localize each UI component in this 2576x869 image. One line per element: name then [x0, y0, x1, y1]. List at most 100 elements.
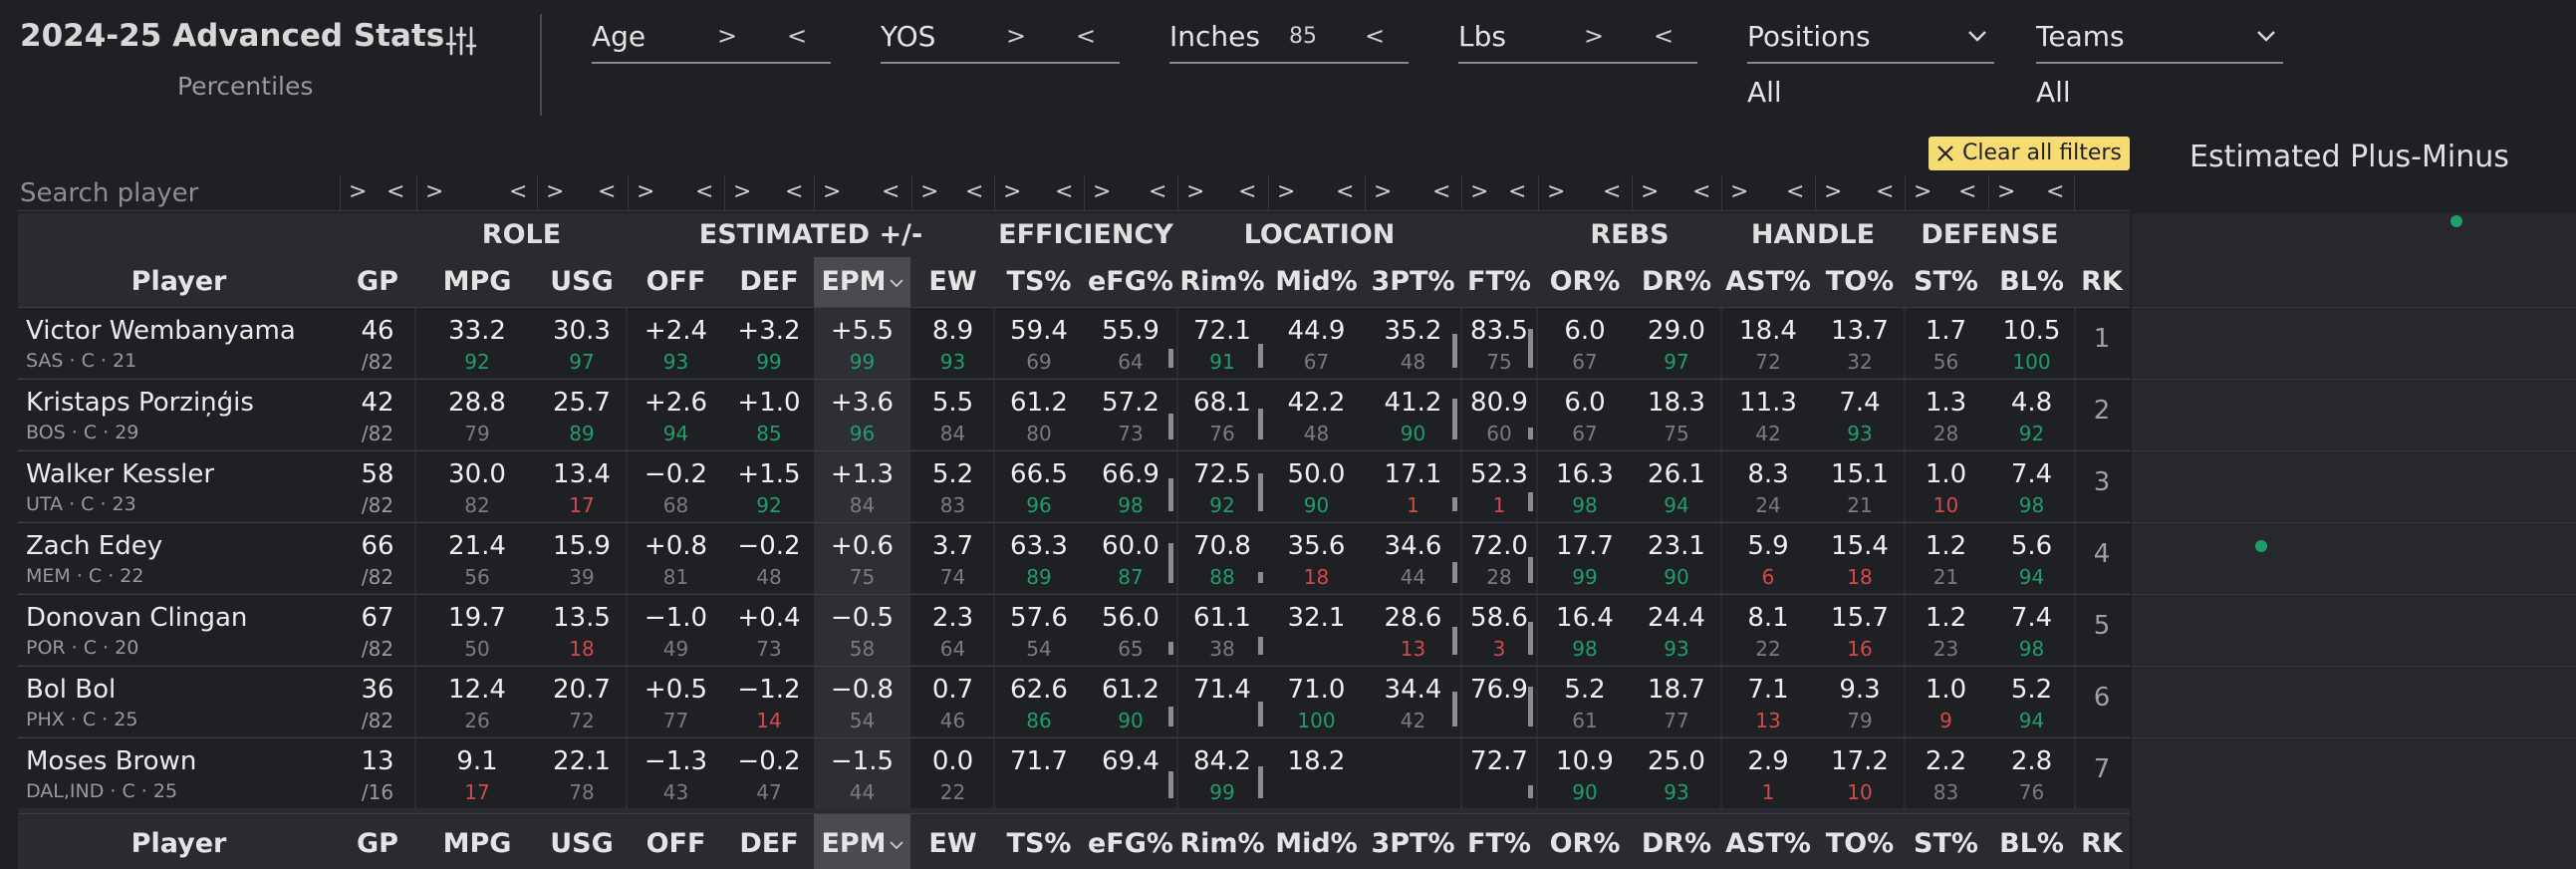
age-filter[interactable]: Age > < [592, 18, 831, 64]
clear-filters-button[interactable]: Clear all filters [1929, 137, 2130, 170]
filter-st-min[interactable]: > [1914, 179, 1932, 204]
filter-bl[interactable]: > < [1988, 175, 2075, 211]
age-min-input[interactable]: > [717, 22, 738, 50]
filter-usg-min[interactable]: > [546, 179, 565, 204]
filter-or-min[interactable]: > [1547, 179, 1566, 204]
footer-epm[interactable]: EPM [814, 814, 910, 869]
filter-to-max[interactable]: < [1876, 179, 1895, 204]
filter-mpg[interactable]: > < [416, 175, 538, 211]
filter-ts[interactable]: > < [994, 175, 1084, 211]
footer-rk[interactable]: RK [2074, 814, 2130, 869]
filter-epm-max[interactable]: < [882, 179, 901, 204]
player-name[interactable]: Walker Kessler [26, 459, 215, 489]
filter-rim-min[interactable]: > [1186, 179, 1205, 204]
header-dr[interactable]: DR% [1632, 257, 1721, 307]
footer-rim[interactable]: Rim% [1177, 814, 1267, 869]
filter-gp[interactable]: > < [340, 175, 415, 211]
filter-ast[interactable]: > < [1721, 175, 1815, 211]
filter-dr-min[interactable]: > [1641, 179, 1660, 204]
table-row[interactable]: Kristaps Porziņģis BOS · C · 29 42/82 28.8 7… [18, 379, 2130, 450]
filter-usg[interactable]: > < [537, 175, 627, 211]
header-ew[interactable]: EW [911, 257, 994, 307]
player-name[interactable]: Kristaps Porziņģis [26, 388, 254, 418]
footer-to[interactable]: TO% [1815, 814, 1905, 869]
filter-rim[interactable]: > < [1177, 175, 1267, 211]
filter-bl-min[interactable]: > [1997, 179, 2016, 204]
filter-ft[interactable]: > < [1461, 175, 1537, 211]
footer-st[interactable]: ST% [1905, 814, 1987, 869]
footer-mpg[interactable]: MPG [416, 814, 538, 869]
footer-efg[interactable]: eFG% [1084, 814, 1177, 869]
table-row[interactable]: Bol Bol PHX · C · 25 36/82 12.4 26 20.7 72 +0.5… [18, 666, 2130, 737]
filter-st-max[interactable]: < [1958, 179, 1977, 204]
filter-3pt-min[interactable]: > [1374, 179, 1393, 204]
lbs-max-input[interactable]: < [1654, 22, 1674, 50]
filter-efg-max[interactable]: < [1149, 179, 1167, 204]
filter-ts-min[interactable]: > [1003, 179, 1022, 204]
footer-def[interactable]: DEF [724, 814, 814, 869]
header-ts[interactable]: TS% [994, 257, 1084, 307]
footer-3pt[interactable]: 3PT% [1365, 814, 1461, 869]
header-usg[interactable]: USG [537, 257, 627, 307]
filter-ft-min[interactable]: > [1470, 179, 1489, 204]
table-row[interactable]: Victor Wembanyama SAS · C · 21 46/82 33.2 92… [18, 307, 2130, 379]
filter-gp-min[interactable]: > [349, 179, 368, 204]
filter-dr[interactable]: > < [1632, 175, 1721, 211]
tune-icon[interactable] [444, 24, 478, 58]
filter-off[interactable]: > < [628, 175, 724, 211]
yos-max-input[interactable]: < [1076, 22, 1097, 50]
footer-ast[interactable]: AST% [1721, 814, 1815, 869]
filter-or-max[interactable]: < [1603, 179, 1622, 204]
player-name[interactable]: Bol Bol [26, 675, 117, 705]
search-player-input[interactable] [20, 175, 329, 211]
filter-mid[interactable]: > < [1268, 175, 1365, 211]
table-row[interactable]: Donovan Clingan POR · C · 20 67/82 19.7 50 13… [18, 594, 2130, 666]
footer-usg[interactable]: USG [537, 814, 627, 869]
header-rim[interactable]: Rim% [1177, 257, 1267, 307]
filter-off-min[interactable]: > [637, 179, 655, 204]
footer-mid[interactable]: Mid% [1268, 814, 1365, 869]
filter-mpg-max[interactable]: < [509, 179, 528, 204]
yos-filter[interactable]: YOS > < [881, 18, 1120, 64]
header-bl[interactable]: BL% [1988, 257, 2075, 307]
player-name[interactable]: Moses Brown [26, 746, 197, 776]
header-efg[interactable]: eFG% [1084, 257, 1177, 307]
filter-rim-max[interactable]: < [1238, 179, 1257, 204]
filter-mid-max[interactable]: < [1336, 179, 1355, 204]
filter-rk[interactable] [2074, 175, 2130, 211]
filter-ew[interactable]: > < [911, 175, 994, 211]
header-st[interactable]: ST% [1905, 257, 1987, 307]
filter-ew-min[interactable]: > [920, 179, 939, 204]
header-def[interactable]: DEF [724, 257, 814, 307]
header-mpg[interactable]: MPG [416, 257, 538, 307]
header-off[interactable]: OFF [628, 257, 724, 307]
positions-dropdown[interactable]: Positions All [1747, 18, 1994, 109]
lbs-min-input[interactable]: > [1584, 22, 1605, 50]
header-epm[interactable]: EPM [814, 257, 910, 307]
age-max-input[interactable]: < [787, 22, 808, 50]
footer-ft[interactable]: FT% [1461, 814, 1537, 869]
footer-player[interactable]: Player [18, 814, 340, 869]
filter-mpg-min[interactable]: > [425, 179, 444, 204]
table-row[interactable]: Zach Edey MEM · C · 22 66/82 21.4 56 15.9 39 +0… [18, 522, 2130, 594]
filter-gp-max[interactable]: < [386, 179, 405, 204]
filter-to-min[interactable]: > [1824, 179, 1843, 204]
filter-3pt-max[interactable]: < [1432, 179, 1451, 204]
epm-point[interactable] [2255, 540, 2267, 552]
filter-st[interactable]: > < [1905, 175, 1987, 211]
header-ft[interactable]: FT% [1461, 257, 1537, 307]
header-to[interactable]: TO% [1815, 257, 1905, 307]
lbs-filter[interactable]: Lbs > < [1458, 18, 1697, 64]
header-3pt[interactable]: 3PT% [1365, 257, 1461, 307]
filter-usg-max[interactable]: < [598, 179, 617, 204]
filter-ast-min[interactable]: > [1730, 179, 1749, 204]
filter-epm-min[interactable]: > [823, 179, 842, 204]
filter-bl-max[interactable]: < [2046, 179, 2065, 204]
header-player[interactable]: Player [18, 257, 340, 307]
filter-efg[interactable]: > < [1084, 175, 1177, 211]
filter-def[interactable]: > < [724, 175, 814, 211]
filter-ast-max[interactable]: < [1786, 179, 1805, 204]
header-or[interactable]: OR% [1538, 257, 1632, 307]
footer-dr[interactable]: DR% [1632, 814, 1721, 869]
footer-ts[interactable]: TS% [994, 814, 1084, 869]
